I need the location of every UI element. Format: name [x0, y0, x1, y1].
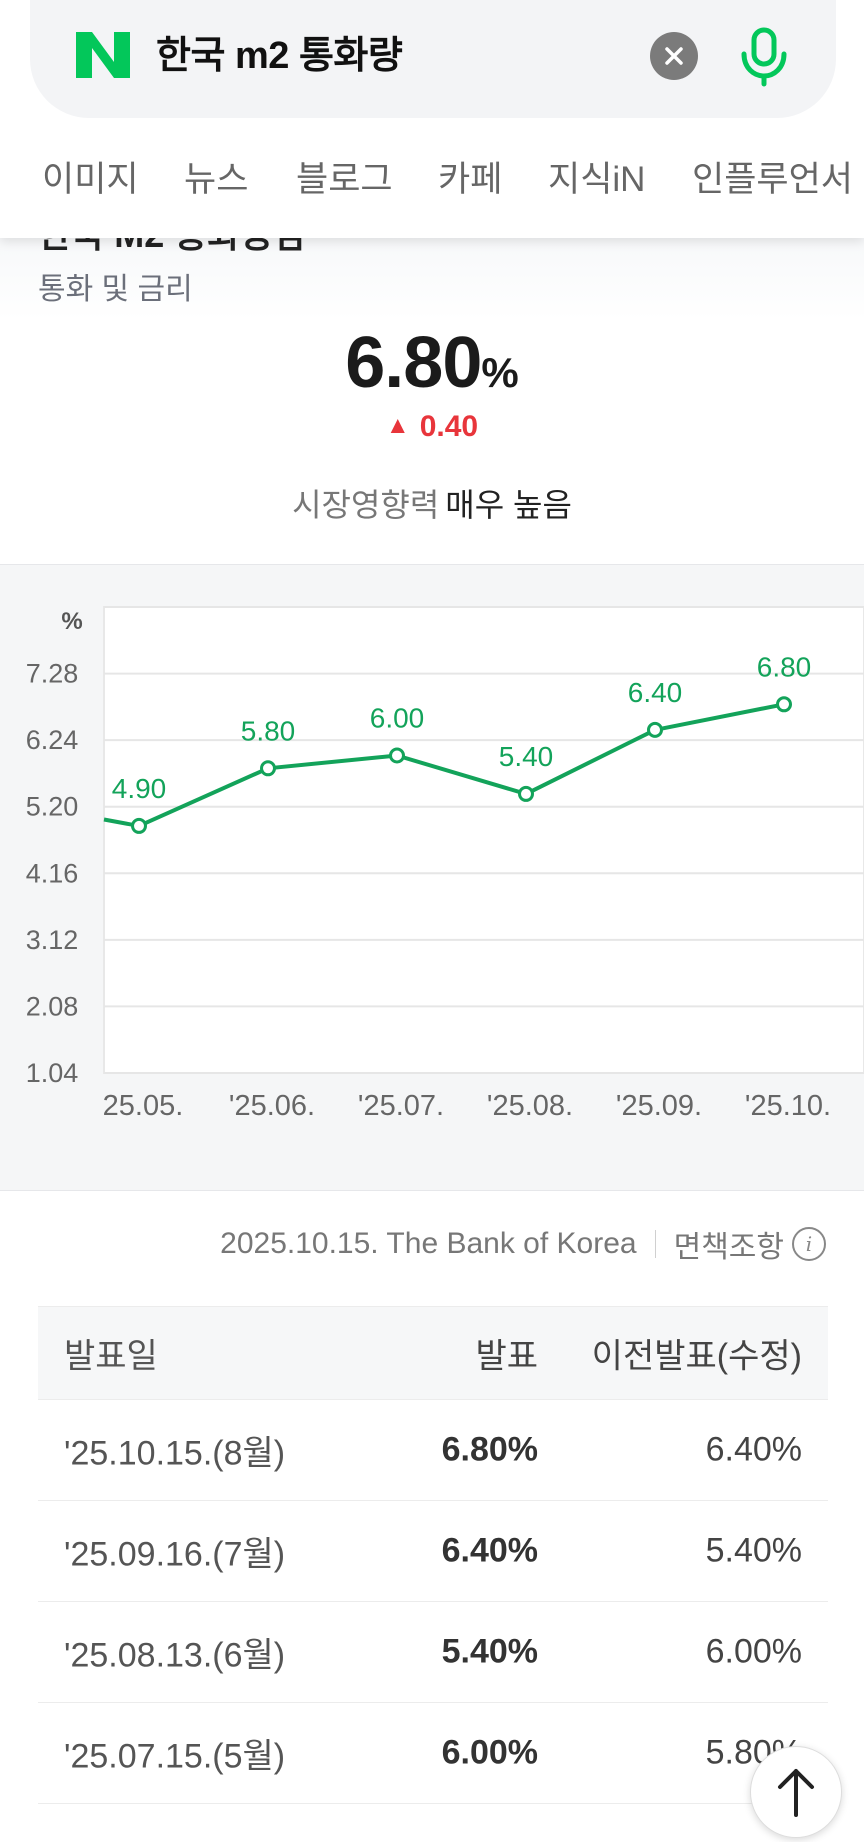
table-header: 발표일 발표 이전발표(수정): [38, 1306, 828, 1400]
y-tick-label: 4.16: [26, 858, 79, 888]
cell-date: '25.10.15.(8월): [64, 1434, 286, 1473]
chart-section: % 7.28 6.24 5.20 4.16 3.12 2.08 1.04 25.05. '25…: [0, 564, 864, 1191]
x-tick-label: '25.06.: [229, 1090, 315, 1122]
tab-influencer[interactable]: 인플루언서: [692, 160, 854, 199]
current-value: 6.80%: [0, 322, 864, 404]
indicator-category: 통화 및 금리: [38, 273, 193, 306]
cell-date: '25.09.16.(7월): [64, 1535, 286, 1574]
y-tick-label: 3.12: [26, 925, 79, 955]
x-tick-label: '25.10.: [745, 1090, 831, 1122]
data-label: 4.90: [112, 773, 167, 804]
table-row: '25.07.15.(5월) 6.00% 5.80%: [38, 1703, 828, 1804]
cell-actual: 6.00%: [441, 1733, 538, 1772]
x-tick-label: 25.05.: [103, 1090, 184, 1122]
plot-area: [103, 606, 864, 1074]
clear-icon: [665, 47, 683, 65]
y-unit-label: %: [61, 608, 82, 635]
current-value-unit: %: [481, 349, 519, 396]
change-value: 0.40: [419, 410, 479, 443]
table-row: '25.09.16.(7월) 6.40% 5.40%: [38, 1501, 828, 1602]
microphone-icon: [741, 27, 787, 87]
x-axis-ticks: 25.05. '25.06. '25.07. '25.08. '25.09. '25.10…: [103, 1090, 831, 1122]
line-chart: % 7.28 6.24 5.20 4.16 3.12 2.08 1.04 25.05. '25…: [26, 606, 864, 1122]
market-impact: 시장영향력 매우 높음: [0, 480, 864, 526]
y-tick-label: 1.04: [26, 1058, 79, 1088]
search-bar[interactable]: 한국 m2 통화량: [30, 0, 836, 118]
release-table: 발표일 발표 이전발표(수정) '25.10.15.(8월) 6.80% 6.4…: [38, 1306, 828, 1804]
data-point: [131, 817, 147, 834]
cell-actual: 6.80%: [441, 1430, 538, 1469]
arrow-up-icon: [778, 1769, 814, 1817]
y-tick-label: 2.08: [26, 991, 79, 1021]
disclaimer-link[interactable]: 면책조항: [673, 1231, 784, 1264]
cell-previous: 6.40%: [705, 1430, 802, 1469]
tab-images[interactable]: 이미지: [42, 160, 139, 199]
market-impact-value: 매우 높음: [445, 487, 572, 523]
tab-cafe[interactable]: 카페: [438, 160, 503, 199]
change-indicator: ▲ 0.40: [0, 410, 864, 444]
cell-actual: 5.40%: [441, 1632, 538, 1671]
cell-previous: 5.40%: [705, 1531, 802, 1570]
series-group: 4.90 5.80 6.00 5.40 6.40 6.80: [103, 651, 812, 834]
data-label: 6.00: [370, 703, 425, 734]
scroll-to-top-button[interactable]: [750, 1746, 842, 1838]
grid-lines: [104, 606, 864, 1074]
y-tick-label: 6.24: [26, 725, 79, 755]
data-label: 5.40: [499, 741, 554, 772]
data-point: [389, 747, 405, 764]
data-point: [518, 785, 534, 802]
header-previous: 이전발표(수정): [591, 1337, 802, 1376]
source-line: 2025.10.15. The Bank of Korea 면책조항 i: [220, 1222, 826, 1266]
search-query[interactable]: 한국 m2 통화량: [156, 35, 403, 77]
data-point: [260, 760, 276, 777]
table-row: '25.10.15.(8월) 6.80% 6.40%: [38, 1400, 828, 1501]
cell-previous: 6.00%: [705, 1632, 802, 1671]
up-triangle-icon: ▲: [385, 412, 410, 439]
header-date: 발표일: [64, 1337, 158, 1376]
tab-news[interactable]: 뉴스: [184, 160, 249, 199]
y-tick-label: 7.28: [26, 659, 79, 689]
divider: [654, 1230, 656, 1258]
naver-logo-icon[interactable]: [74, 30, 134, 80]
top-header: 한국 m2 통화량 이미지 뉴스 블로그 카페 지식iN 인플루언서: [0, 0, 864, 238]
data-point: [647, 721, 663, 738]
tab-blog[interactable]: 블로그: [296, 160, 393, 199]
info-icon[interactable]: i: [792, 1227, 826, 1261]
header-actual: 발표: [475, 1337, 538, 1376]
voice-search-button[interactable]: [734, 24, 794, 88]
data-label: 5.80: [241, 715, 296, 746]
current-value-number: 6.80: [345, 323, 482, 403]
y-axis-ticks: 7.28 6.24 5.20 4.16 3.12 2.08 1.04: [26, 659, 79, 1088]
data-label: 6.40: [628, 677, 683, 708]
search-tabs: 이미지 뉴스 블로그 카페 지식iN 인플루언서: [0, 150, 864, 210]
table-row: '25.08.13.(6월) 5.40% 6.00%: [38, 1602, 828, 1703]
cell-actual: 6.40%: [441, 1531, 538, 1570]
y-tick-label: 5.20: [26, 792, 79, 822]
cell-date: '25.07.15.(5월): [64, 1737, 286, 1776]
tab-kin[interactable]: 지식iN: [548, 160, 646, 199]
x-tick-label: '25.09.: [616, 1090, 702, 1122]
x-tick-label: '25.07.: [358, 1090, 444, 1122]
data-label: 6.80: [757, 651, 812, 682]
x-tick-label: '25.08.: [487, 1090, 573, 1122]
cell-date: '25.08.13.(6월): [64, 1636, 286, 1675]
source-text: 2025.10.15. The Bank of Korea: [220, 1227, 637, 1260]
market-impact-label: 시장영향력: [292, 487, 440, 523]
data-point: [776, 696, 792, 713]
clear-button[interactable]: [650, 32, 698, 80]
